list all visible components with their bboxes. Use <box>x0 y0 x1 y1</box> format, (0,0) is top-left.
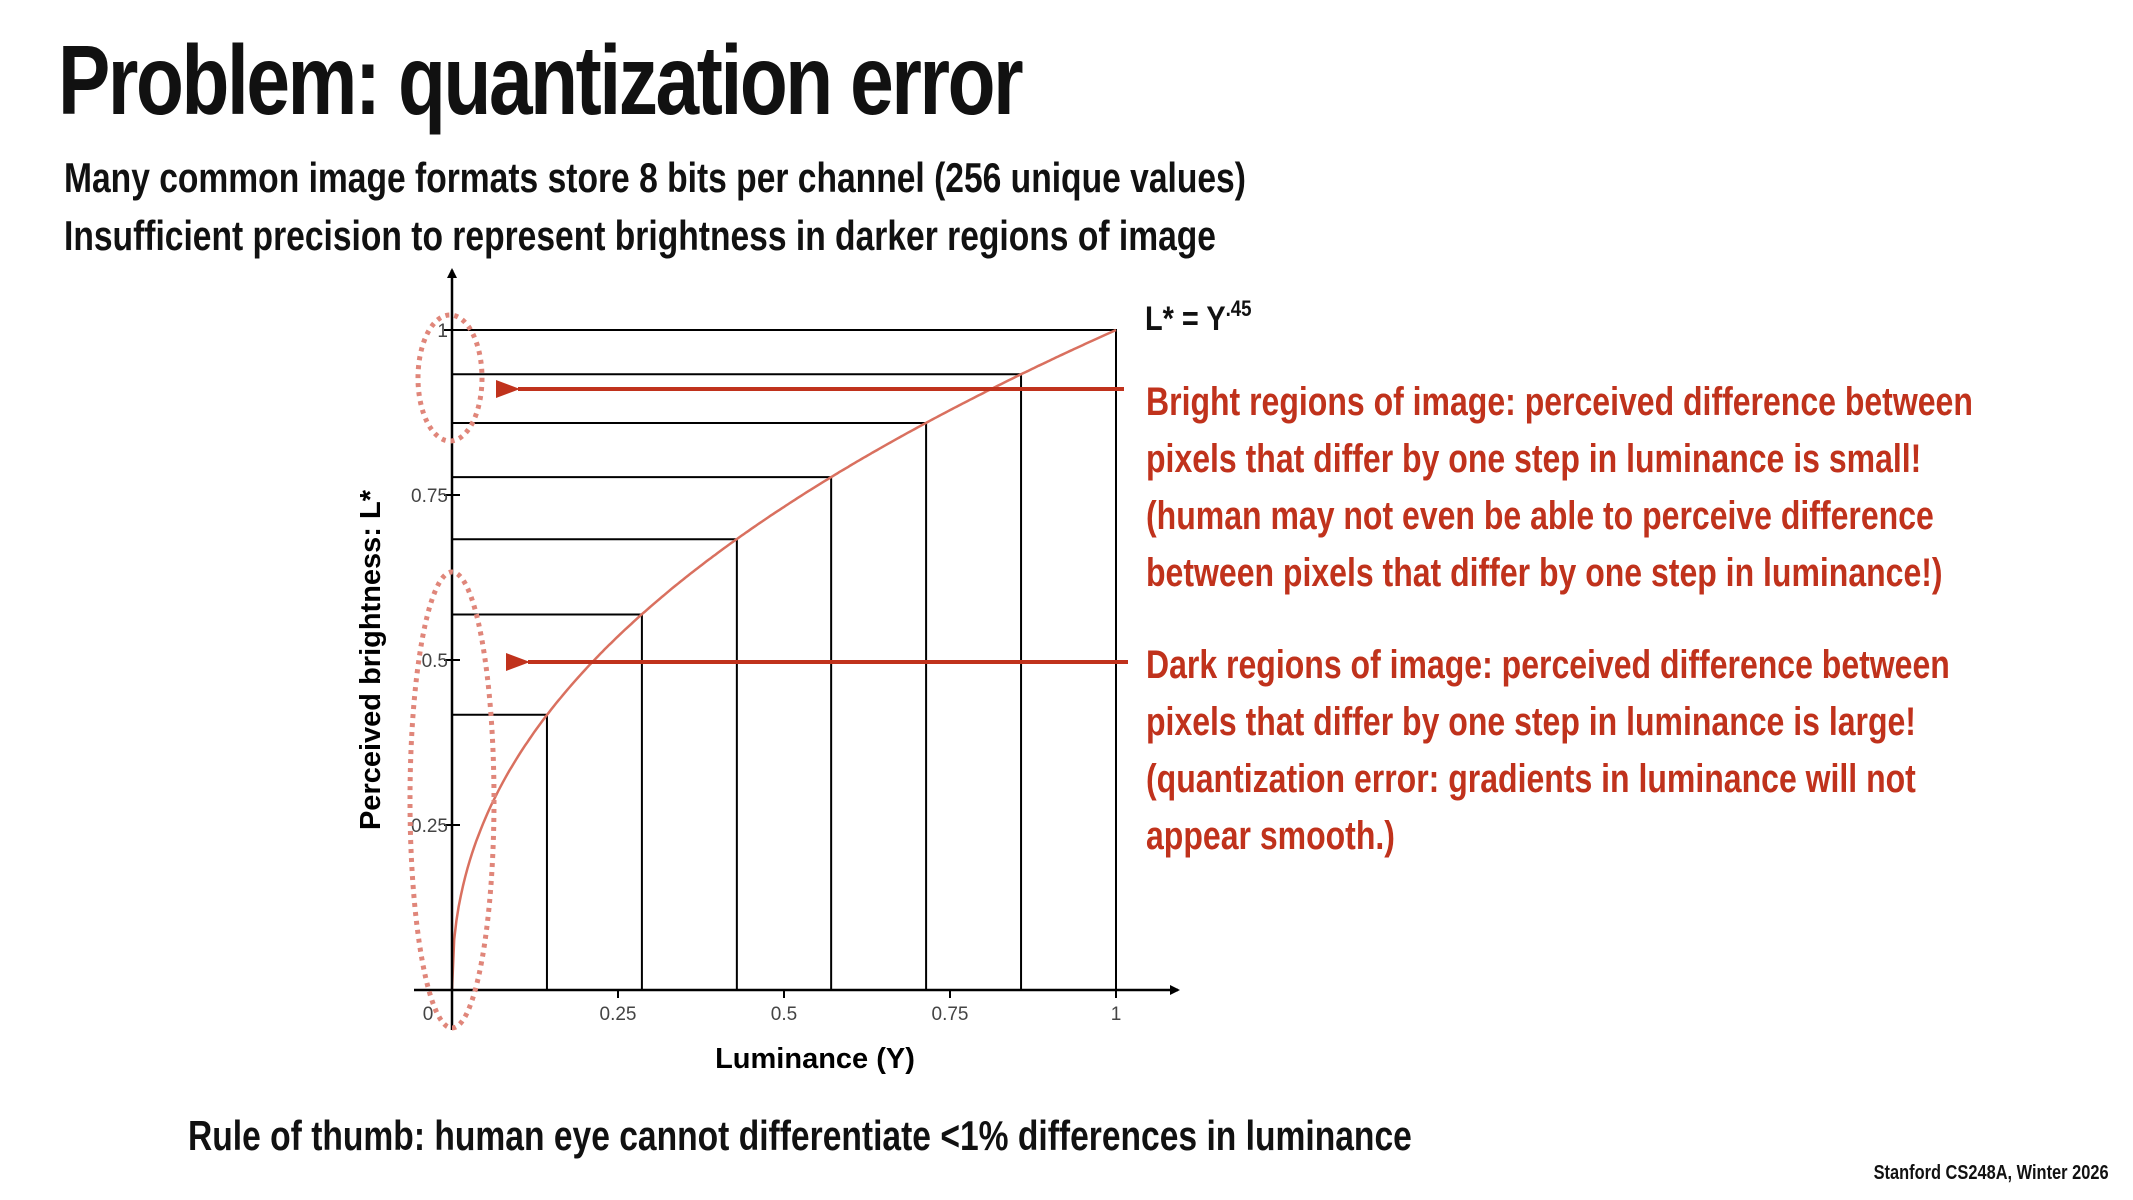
slide-title: Problem: quantization error <box>58 25 1024 135</box>
x-tick-label-4: 1 <box>1111 1004 1122 1025</box>
course-footer: Stanford CS248A, Winter 2026 <box>1874 1162 2109 1184</box>
y-tick-label-2: 0.75 <box>411 486 448 507</box>
gamma-formula: L* = Y.45 <box>1145 296 1252 339</box>
x-tick-label-3: 0.75 <box>932 1004 969 1025</box>
y-axis-label: Perceived brightness: L* <box>355 489 387 830</box>
y-tick-label-0: 0.25 <box>411 816 448 837</box>
bright-region-callout: Bright regions of image: perceived diffe… <box>1146 380 1973 595</box>
formula-exponent: .45 <box>1225 296 1252 321</box>
formula-base: L* = Y <box>1145 300 1226 338</box>
bullet-bits-per-channel: Many common image formats store 8 bits p… <box>64 154 1246 201</box>
x-tick-label-1: 0.25 <box>600 1004 637 1025</box>
dark-region-callout: Dark regions of image: perceived differe… <box>1146 643 1950 858</box>
quantization-step-0 <box>452 713 548 990</box>
bullet-insufficient-precision: Insufficient precision to represent brig… <box>64 212 1216 259</box>
y-ticks: 0.25 0.5 0.75 1 <box>411 321 460 837</box>
x-tick-label-0: 0 <box>423 1004 434 1025</box>
x-axis-label: Luminance (Y) <box>715 1043 915 1075</box>
x-ticks: 0 0.25 0.5 0.75 1 <box>423 990 1122 1025</box>
quantization-step-2 <box>452 538 738 990</box>
rule-of-thumb: Rule of thumb: human eye cannot differen… <box>188 1112 1412 1159</box>
quantization-step-4 <box>452 422 928 990</box>
y-tick-label-1: 0.5 <box>422 651 448 672</box>
x-tick-label-2: 0.5 <box>771 1004 797 1025</box>
gamma-curve <box>450 328 1117 991</box>
y-tick-label-3: 1 <box>437 321 448 342</box>
dark-region-highlight <box>407 569 497 1031</box>
bright-region-highlight <box>415 312 485 444</box>
